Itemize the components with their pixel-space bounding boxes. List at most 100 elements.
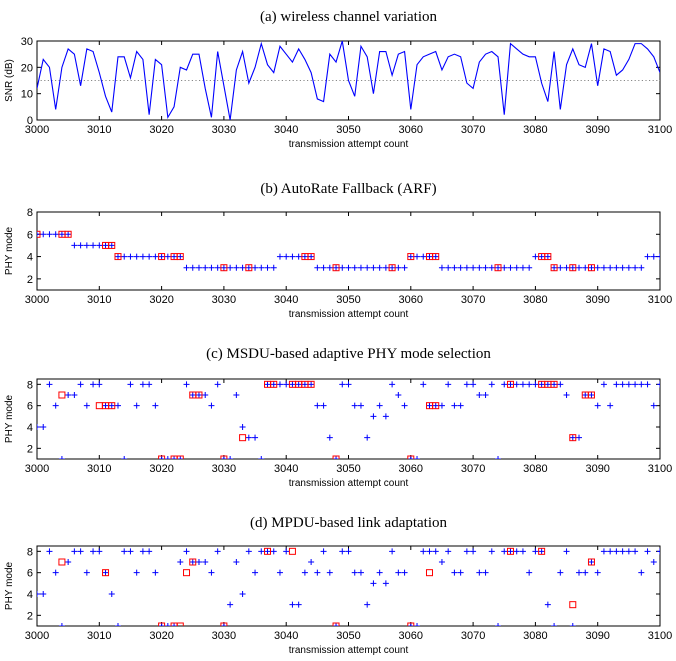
plus-point — [252, 434, 259, 441]
plus-point — [513, 381, 520, 388]
plus-point — [563, 264, 570, 271]
x-tick-label: 3000 — [25, 630, 49, 642]
y-tick-label: 8 — [27, 546, 33, 558]
y-tick-label: 6 — [27, 229, 33, 241]
plus-point — [588, 559, 595, 565]
plus-point — [139, 381, 146, 388]
plus-point — [364, 434, 371, 441]
plus-point — [333, 264, 340, 271]
plus-point — [233, 264, 240, 271]
plus-point — [127, 253, 134, 260]
plus-point — [588, 392, 595, 398]
square-point — [544, 253, 552, 261]
plus-point — [513, 548, 520, 555]
plot-area — [37, 547, 660, 626]
plus-point — [65, 392, 72, 398]
plus-point — [52, 569, 59, 576]
plus-point — [239, 591, 246, 597]
plus-point — [451, 569, 458, 576]
plus-point — [102, 569, 109, 576]
plot-area — [37, 41, 660, 120]
plus-point — [414, 456, 421, 459]
plus-point — [239, 264, 246, 271]
plus-point — [46, 231, 53, 238]
plus-point — [432, 402, 439, 409]
plus-point — [657, 253, 660, 260]
y-axis-label: PHY mode — [4, 561, 15, 610]
plus-point — [52, 231, 59, 238]
square-point — [183, 569, 191, 577]
y-tick-label: 30 — [21, 36, 33, 48]
plus-point — [245, 548, 252, 555]
plus-point — [177, 253, 184, 260]
chart-title: (d) MPDU-based link adaptation — [250, 515, 448, 531]
square-point — [220, 622, 228, 626]
plus-point — [121, 548, 128, 555]
square-point — [58, 558, 66, 566]
plus-point — [189, 264, 196, 271]
plus-point — [220, 456, 227, 459]
plus-point — [463, 548, 470, 555]
plus-point — [426, 402, 433, 409]
x-tick-label: 3100 — [648, 463, 672, 475]
plus-point — [195, 264, 202, 271]
plus-point — [445, 548, 452, 555]
plus-point — [576, 434, 583, 441]
plus-point — [171, 253, 178, 260]
plus-point — [71, 242, 78, 249]
plus-point — [308, 253, 315, 260]
plus-point — [382, 264, 389, 271]
plus-point — [114, 253, 121, 260]
plus-point — [569, 434, 576, 441]
plus-point — [258, 548, 265, 555]
plus-point — [339, 264, 346, 271]
plus-point — [519, 264, 526, 271]
plus-point — [183, 548, 190, 555]
plus-point — [594, 569, 601, 576]
plus-point — [239, 424, 246, 430]
plus-point — [90, 242, 97, 249]
plus-point — [576, 264, 583, 271]
square-point — [158, 253, 166, 261]
plus-point — [395, 392, 402, 398]
plus-point — [164, 456, 171, 459]
square-point — [170, 622, 178, 626]
plus-point — [389, 548, 396, 555]
square-point — [569, 434, 577, 442]
plus-point — [395, 569, 402, 576]
plus-point — [582, 569, 589, 576]
plus-point — [152, 402, 159, 409]
plus-point — [37, 591, 40, 597]
x-tick-label: 3040 — [274, 294, 298, 306]
plus-point — [463, 381, 470, 388]
plus-point — [632, 381, 639, 388]
plus-point — [295, 253, 302, 260]
plus-point — [345, 381, 352, 388]
y-tick-label: 2 — [27, 610, 33, 622]
plus-point — [563, 392, 570, 398]
x-tick-label: 3030 — [212, 294, 236, 306]
square-point — [587, 558, 595, 566]
square-point — [550, 264, 558, 272]
plus-point — [357, 569, 364, 576]
x-tick-label: 3080 — [523, 124, 547, 136]
plus-point — [600, 381, 607, 388]
plus-point — [501, 264, 508, 271]
x-tick-label: 3010 — [87, 294, 111, 306]
plus-point — [77, 381, 84, 388]
square-point — [587, 391, 595, 399]
square-point — [220, 455, 228, 459]
plus-point — [495, 456, 502, 459]
y-tick-label: 6 — [27, 568, 33, 580]
x-tick-label: 3070 — [461, 294, 485, 306]
plus-point — [345, 264, 352, 271]
plus-point — [619, 264, 626, 271]
x-tick-label: 3020 — [149, 630, 173, 642]
plus-point — [96, 381, 103, 388]
plus-point — [638, 264, 645, 271]
plus-point — [301, 569, 308, 576]
plus-point — [333, 456, 340, 459]
x-tick-label: 3090 — [585, 124, 609, 136]
plus-point — [214, 548, 221, 555]
